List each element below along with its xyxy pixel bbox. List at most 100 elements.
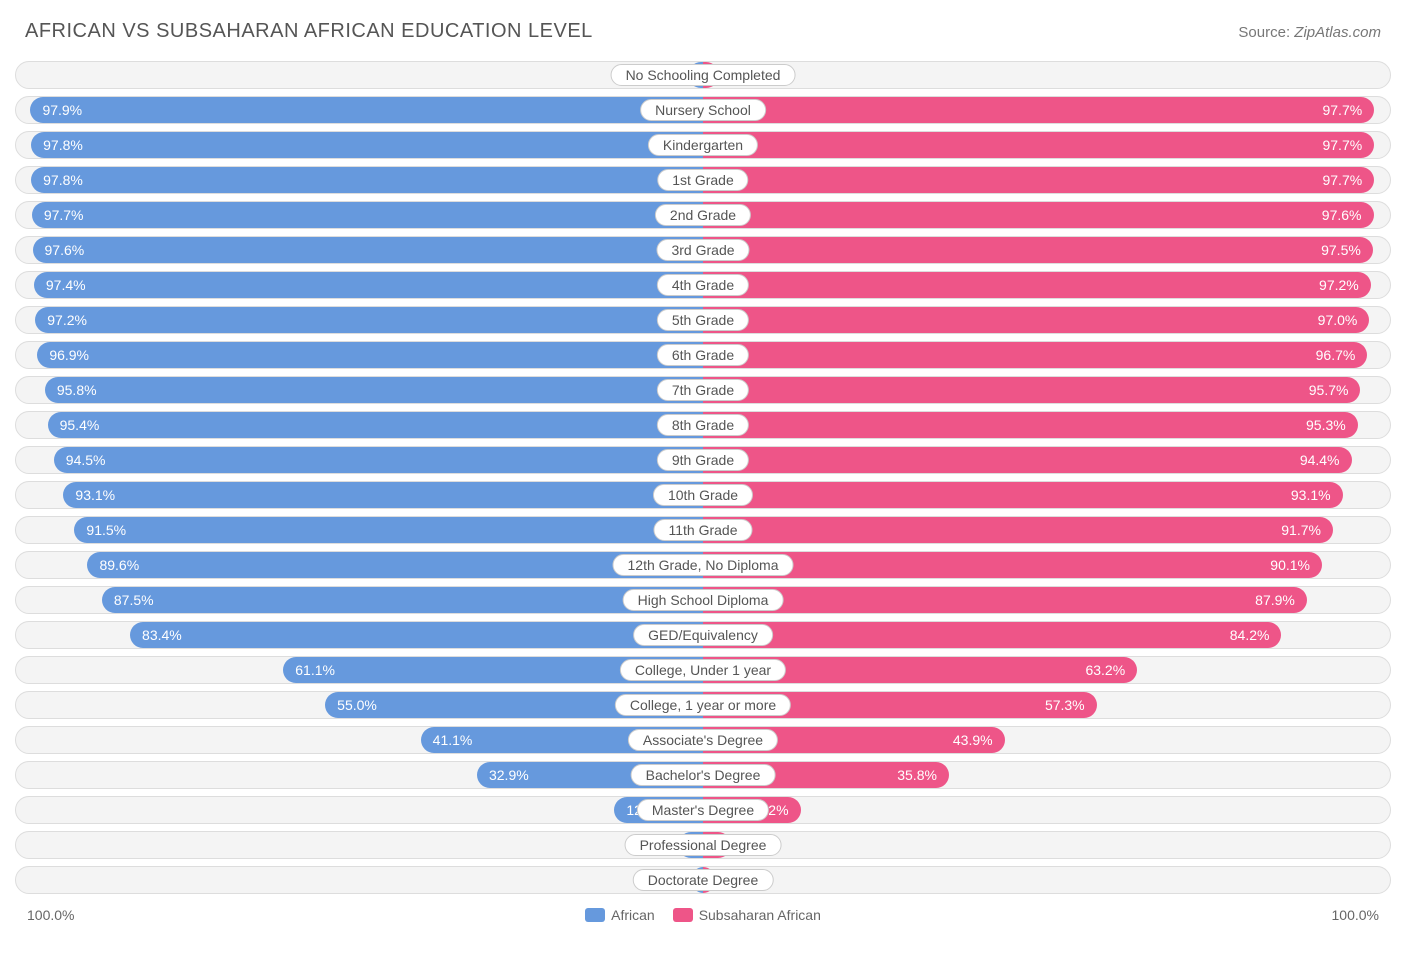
chart-half-right: 43.9% [703,727,1390,753]
pct-right: 97.7% [1310,102,1374,118]
source-prefix: Source: [1238,24,1294,41]
bar-right: 97.7% [703,97,1374,123]
chart-row: 55.0%57.3%College, 1 year or more [15,691,1391,719]
category-label: Master's Degree [637,799,769,821]
chart-half-right: 97.6% [703,202,1390,228]
chart-half-left: 97.4% [16,272,703,298]
bar-left: 93.1% [63,482,703,508]
legend-swatch-right [673,908,693,922]
bar-right: 97.0% [703,307,1369,333]
pct-left: 97.7% [32,207,96,223]
axis-right-max: 100.0% [1332,907,1379,923]
category-label: 10th Grade [653,484,753,506]
axis-legend-row: 100.0% African Subsaharan African 100.0% [15,901,1391,923]
chart-half-left: 87.5% [16,587,703,613]
pct-right: 97.7% [1310,137,1374,153]
chart-row: 41.1% 43.9%Associate's Degree [15,726,1391,754]
category-label: 4th Grade [657,274,749,296]
legend: African Subsaharan African [585,907,821,923]
pct-left: 41.1% [421,732,485,748]
chart-half-right: 14.2% [703,797,1390,823]
chart-half-left: 95.4% [16,412,703,438]
chart-half-right: 90.1% [703,552,1390,578]
category-label: Associate's Degree [628,729,778,751]
legend-item-right: Subsaharan African [673,907,821,923]
chart-half-right: 97.2% [703,272,1390,298]
chart-row: 97.7%97.6%2nd Grade [15,201,1391,229]
bar-right: 97.2% [703,272,1371,298]
pct-right: 84.2% [1218,627,1282,643]
bar-left: 95.8% [45,377,703,403]
chart-half-left: 3.7% [16,832,703,858]
category-label: Professional Degree [625,834,782,856]
category-label: Nursery School [640,99,766,121]
pct-left: 91.5% [74,522,138,538]
chart-half-left: 12.9% [16,797,703,823]
chart-row: 1.6%1.8%Doctorate Degree [15,866,1391,894]
pct-right: 87.9% [1243,592,1307,608]
chart-half-right: 95.7% [703,377,1390,403]
chart-half-left: 1.6% [16,867,703,893]
pct-right: 95.7% [1297,382,1361,398]
bar-left: 94.5% [54,447,703,473]
chart-row: 61.1%63.2%College, Under 1 year [15,656,1391,684]
pct-left: 96.9% [37,347,101,363]
chart-half-right: 97.5% [703,237,1390,263]
chart-row: 83.4% 84.2% GED/Equivalency [15,621,1391,649]
chart-half-left: 93.1% [16,482,703,508]
bar-right: 90.1% [703,552,1322,578]
chart-half-right: 93.1% [703,482,1390,508]
legend-label-left: African [611,907,655,923]
chart-half-left: 94.5% [16,447,703,473]
bar-left: 83.4% [130,622,703,648]
bar-left: 87.5% [102,587,703,613]
chart-half-right: 91.7% [703,517,1390,543]
source-name: ZipAtlas.com [1294,24,1381,41]
chart-row: 97.8%97.7%Kindergarten [15,131,1391,159]
chart-header: AFRICAN VS SUBSAHARAN AFRICAN EDUCATION … [15,20,1391,43]
pct-left: 83.4% [130,627,194,643]
pct-right: 35.8% [885,767,949,783]
chart-half-right: 97.7% [703,167,1390,193]
pct-right: 97.6% [1310,207,1374,223]
pct-right: 91.7% [1269,522,1333,538]
chart-row: 97.9% 97.7% Nursery School [15,96,1391,124]
pct-left: 89.6% [87,557,151,573]
chart-half-left: 97.2% [16,307,703,333]
category-label: College, Under 1 year [620,659,786,681]
chart-half-right: 97.0% [703,307,1390,333]
chart-half-left: 95.8% [16,377,703,403]
chart-half-right: 97.7% [703,97,1390,123]
pct-left: 97.9% [30,102,94,118]
pct-left: 32.9% [477,767,541,783]
bar-right: 87.9% [703,587,1307,613]
chart-row: 97.2% 97.0% 5th Grade [15,306,1391,334]
category-label: 3rd Grade [656,239,749,261]
pct-right: 93.1% [1279,487,1343,503]
chart-half-left: 97.8% [16,132,703,158]
bar-left: 96.9% [37,342,703,368]
pct-right: 97.0% [1306,312,1370,328]
pct-left: 87.5% [102,592,166,608]
chart-row: 95.8%95.7%7th Grade [15,376,1391,404]
category-label: GED/Equivalency [633,624,773,646]
chart-row: 87.5%87.9%High School Diploma [15,586,1391,614]
chart-half-right: 2.3% [703,62,1390,88]
chart-row: 96.9%96.7%6th Grade [15,341,1391,369]
chart-half-left: 83.4% [16,622,703,648]
chart-half-right: 35.8% [703,762,1390,788]
chart-row: 89.6%90.1%12th Grade, No Diploma [15,551,1391,579]
bar-left: 89.6% [87,552,703,578]
category-label: No Schooling Completed [611,64,796,86]
bar-left: 97.2% [35,307,703,333]
bar-right: 84.2% [703,622,1281,648]
category-label: 1st Grade [657,169,748,191]
diverging-bar-chart: 2.2%2.3%No Schooling Completed97.9%97.7%… [15,61,1391,894]
bar-left: 97.7% [32,202,703,228]
chart-row: 12.9%14.2%Master's Degree [15,796,1391,824]
category-label: 5th Grade [657,309,749,331]
chart-half-left: 91.5% [16,517,703,543]
legend-item-left: African [585,907,655,923]
chart-half-right: 97.7% [703,132,1390,158]
chart-row: 97.4%97.2%4th Grade [15,271,1391,299]
